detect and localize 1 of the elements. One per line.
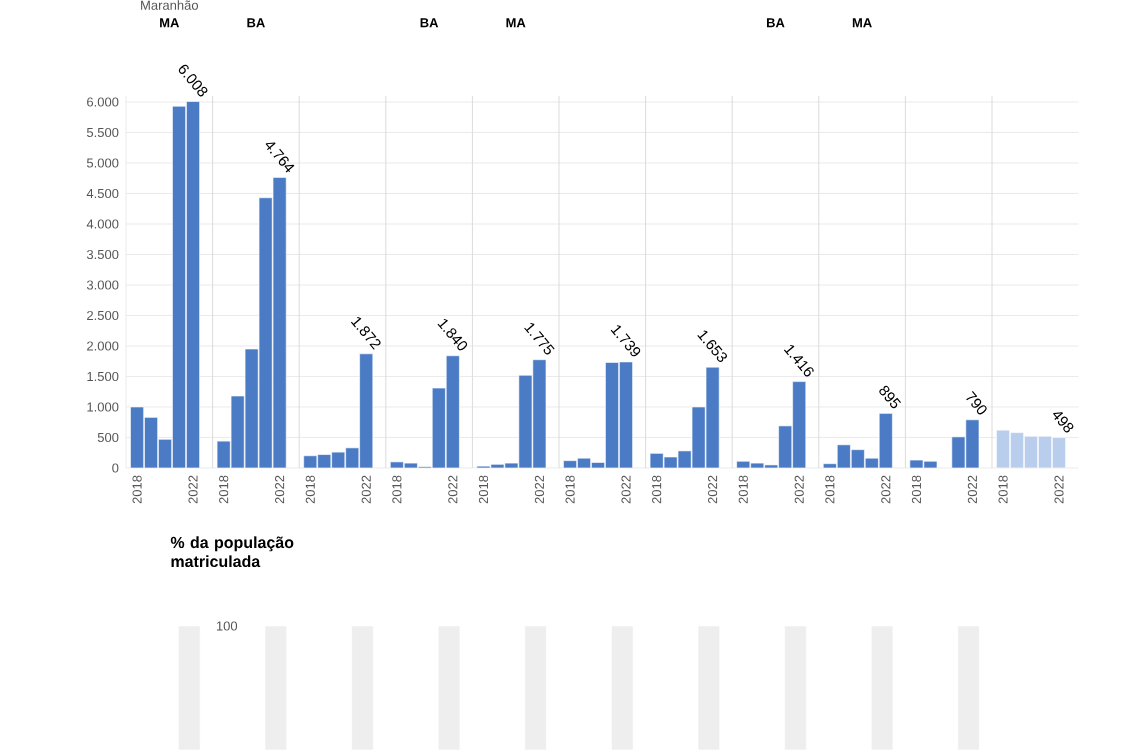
y-axis-title: % da população matriculada bbox=[170, 536, 294, 568]
